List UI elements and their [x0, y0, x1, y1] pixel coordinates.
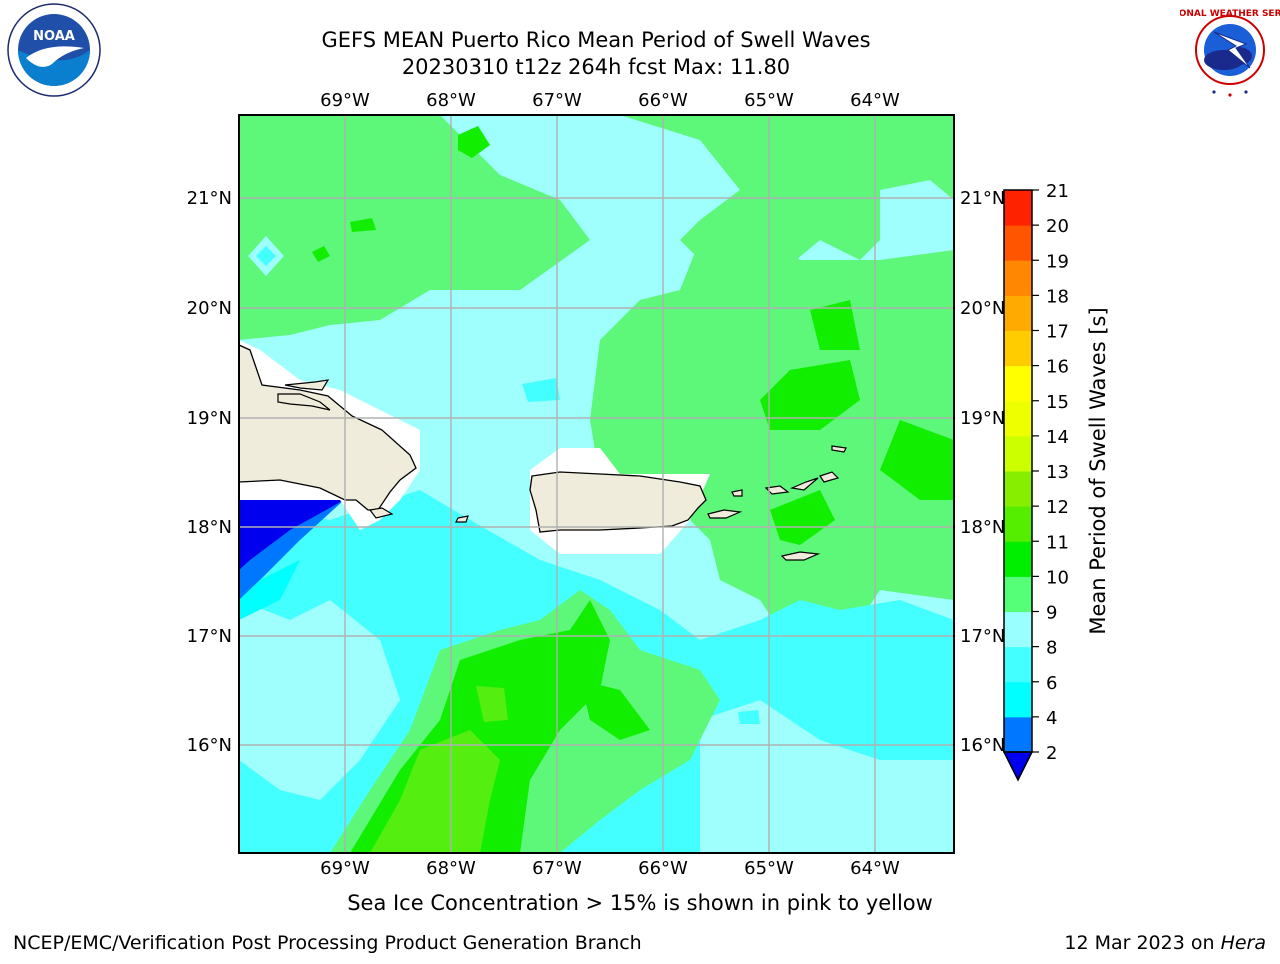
colorbar-tick-label: 19	[1046, 251, 1069, 272]
footer-date: 12 Mar 2023 on Hera	[1064, 932, 1266, 954]
field-darkgreen-patch3	[770, 490, 835, 545]
colorbar-segment	[1004, 576, 1032, 612]
colorbar-tick-label: 11	[1046, 532, 1069, 553]
footer-branch: NCEP/EMC/Verification Post Processing Pr…	[13, 932, 642, 954]
colorbar-segment	[1004, 330, 1032, 367]
field-darkgreen-east	[880, 420, 954, 500]
field-darkgreen-patch4	[458, 126, 490, 158]
colorbar-tick-label: 14	[1046, 427, 1069, 448]
colorbar-tick-label: 16	[1046, 357, 1069, 378]
lon-label-top: 66°W	[638, 90, 688, 111]
colorbar: 2 4 6 8 9 10 11 12 13 14 15 16 17 18 19 20 21	[1002, 181, 1069, 782]
lat-labels: 21°N 20°N 19°N 18°N 17°N 16°N 21°N 20°N …	[187, 188, 1006, 756]
colorbar-segment	[1004, 541, 1032, 577]
colorbar-tick-label: 12	[1046, 497, 1069, 518]
lat-label-left: 21°N	[187, 188, 232, 209]
lat-label-right: 20°N	[960, 298, 1005, 319]
colorbar-tick-label: 15	[1046, 392, 1069, 413]
field-darkblue-southwest	[239, 500, 344, 570]
lat-label-left: 16°N	[187, 735, 232, 756]
colorbar-tick-label: 8	[1046, 638, 1057, 659]
chart-subtitle: 20230310 t12z 264h fcst Max: 11.80	[401, 55, 791, 79]
colorbar-segment	[1004, 646, 1032, 683]
lat-label-right: 16°N	[960, 735, 1005, 756]
colorbar-segment	[1004, 435, 1032, 472]
sea-ice-note: Sea Ice Concentration > 15% is shown in …	[347, 891, 933, 915]
colorbar-segment	[1004, 225, 1032, 261]
colorbar-segment	[1004, 506, 1032, 542]
colorbar-label: Mean Period of Swell Waves [s]	[1086, 307, 1110, 634]
lon-labels: 69°W 68°W 67°W 66°W 65°W 64°W 69°W 68°W …	[320, 90, 900, 879]
lon-label-bottom: 64°W	[850, 858, 900, 879]
colorbar-segment	[1004, 716, 1032, 753]
lon-label-bottom: 66°W	[638, 858, 688, 879]
colorbar-segment	[1004, 365, 1032, 402]
colorbar-segment	[1004, 471, 1032, 507]
colorbar-segment	[1004, 611, 1032, 648]
colorbar-tick-label: 6	[1046, 673, 1057, 694]
lon-label-top: 65°W	[744, 90, 794, 111]
map-frame	[238, 114, 955, 854]
lat-label-left: 18°N	[187, 517, 232, 538]
lon-label-top: 64°W	[850, 90, 900, 111]
colorbar-tick-label: 4	[1046, 708, 1057, 729]
lat-label-right: 18°N	[960, 517, 1005, 538]
lat-label-right: 19°N	[960, 408, 1005, 429]
colorbar-tick-label: 20	[1046, 216, 1069, 237]
colorbar-tick-label: 18	[1046, 286, 1069, 307]
footer-machine: Hera	[1220, 932, 1266, 954]
lat-label-left: 17°N	[187, 626, 232, 647]
map-gridlines	[239, 115, 954, 853]
lon-label-bottom: 69°W	[320, 858, 370, 879]
lat-label-right: 21°N	[960, 188, 1005, 209]
colorbar-tick-label: 10	[1046, 567, 1069, 588]
lon-label-bottom: 65°W	[744, 858, 794, 879]
colorbar-tick-label: 9	[1046, 603, 1057, 624]
colorbar-under-arrow	[1002, 751, 1034, 782]
field-darkgreen-patch1	[810, 300, 860, 350]
footer-date-text: 12 Mar 2023 on	[1064, 932, 1221, 954]
colorbar-segment	[1004, 400, 1032, 437]
colorbar-segment	[1004, 190, 1032, 226]
colorbar-segment	[1004, 681, 1032, 718]
lon-label-top: 68°W	[426, 90, 476, 111]
lon-label-top: 67°W	[532, 90, 582, 111]
chart-title: GEFS MEAN Puerto Rico Mean Period of Swe…	[321, 28, 871, 52]
lat-label-left: 20°N	[187, 298, 232, 319]
colorbar-segment	[1004, 260, 1032, 296]
map-field	[239, 115, 954, 853]
colorbar-tick-label: 13	[1046, 462, 1069, 483]
colorbar-segment	[1004, 295, 1032, 331]
nws-logo-text: NATIONAL WEATHER SERVICE	[1180, 9, 1280, 19]
field-darkgreen-patch2	[760, 360, 860, 430]
colorbar-tick-label: 21	[1046, 181, 1069, 202]
lon-label-bottom: 67°W	[532, 858, 582, 879]
noaa-logo-icon: NOAA	[4, 2, 104, 106]
nws-logo-icon: NATIONAL WEATHER SERVICE	[1155, 2, 1280, 106]
lon-label-top: 69°W	[320, 90, 370, 111]
colorbar-tick-label: 2	[1046, 743, 1057, 764]
field-green-northwest	[239, 115, 590, 340]
lat-label-right: 17°N	[960, 626, 1005, 647]
lon-label-bottom: 68°W	[426, 858, 476, 879]
colorbar-tick-label: 17	[1046, 322, 1069, 343]
lat-label-left: 19°N	[187, 408, 232, 429]
noaa-logo-text: NOAA	[33, 29, 75, 44]
